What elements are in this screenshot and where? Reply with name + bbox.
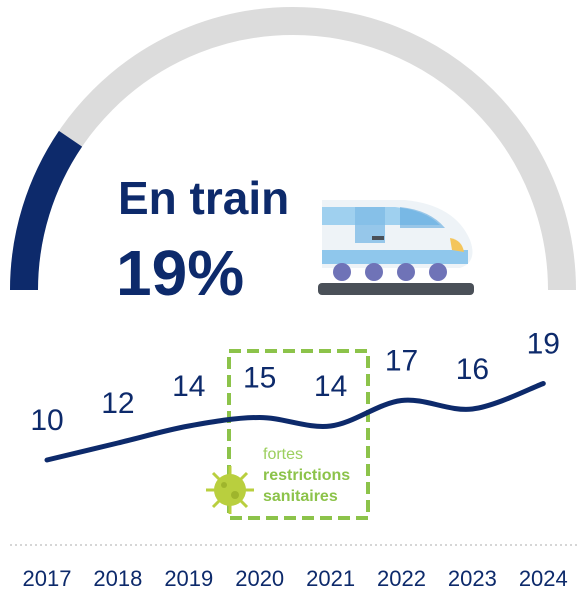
x-tick-label: 2024 [519,566,568,591]
x-tick-label: 2018 [93,566,142,591]
value-label: 15 [243,361,276,394]
annotation-line: fortes [263,446,303,463]
value-label: 19 [527,327,560,360]
x-tick-label: 2022 [377,566,426,591]
x-tick-label: 2017 [23,566,72,591]
value-label: 14 [314,370,347,403]
value-label: 16 [456,353,489,386]
value-label: 14 [172,370,205,403]
trend-line [44,381,546,463]
train-icon [318,200,474,295]
title: En train [118,172,289,224]
gauge-track [10,7,576,291]
virus-icon [206,466,254,514]
x-tick-label: 2021 [306,566,355,591]
covid-box [227,349,370,520]
gauge-label: 19% [116,237,244,309]
annotation-line: restrictions [263,467,350,484]
x-tick-label: 2023 [448,566,497,591]
value-label: 10 [30,404,63,437]
x-tick-label: 2020 [235,566,284,591]
x-tick-label: 2019 [164,566,213,591]
annotation-line: sanitaires [263,488,338,505]
value-label: 17 [385,344,418,377]
gauge-fill [10,130,83,291]
value-label: 12 [101,387,134,420]
